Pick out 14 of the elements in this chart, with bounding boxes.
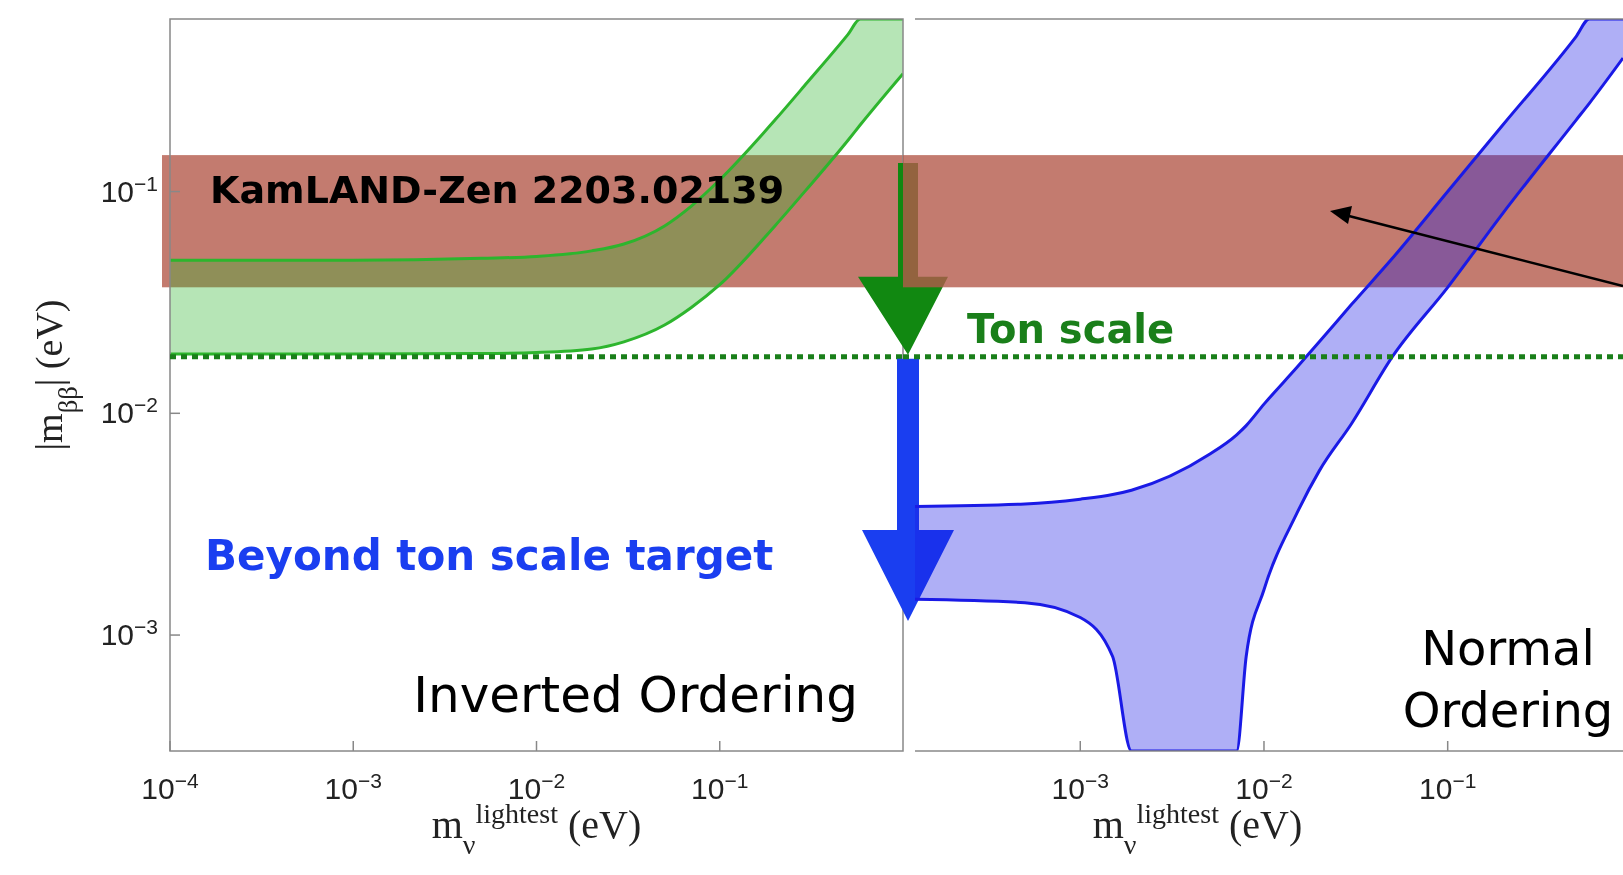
- x-tick-label: 10$^{−1}$: [691, 768, 749, 805]
- x-tick-label: 10$^{−3}$: [324, 768, 382, 805]
- annotation: Beyond ton scale target: [205, 531, 774, 580]
- y-tick-label: 10$^{−3}$: [100, 614, 158, 652]
- ref-line-label: Ton scale: [967, 305, 1175, 352]
- x-tick-label: 10$^{−3}$: [1051, 768, 1109, 805]
- y-tick-label: 10$^{−2}$: [100, 392, 158, 430]
- y-tick-label: 10$^{−1}$: [100, 171, 158, 208]
- annotation: Inverted Ordering: [413, 666, 858, 724]
- x-tick-label: 10$^{−2}$: [507, 768, 566, 805]
- x-tick-label: 10$^{−1}$: [1419, 768, 1477, 805]
- x-tick-label: 10$^{−4}$: [141, 768, 199, 805]
- annotation: Normal Ordering: [1402, 620, 1614, 738]
- x-tick-label: 10$^{−2}$: [1235, 768, 1293, 805]
